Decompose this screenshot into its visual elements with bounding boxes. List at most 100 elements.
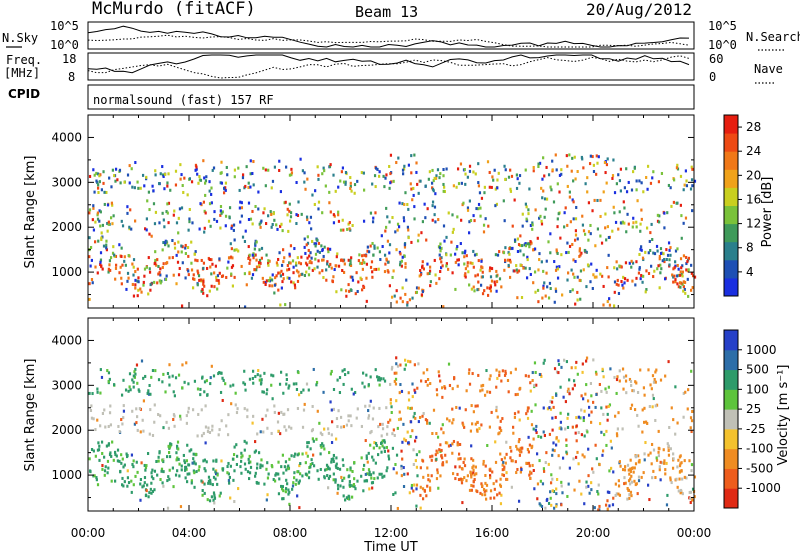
data-cell <box>566 494 569 498</box>
data-cell <box>94 265 97 269</box>
data-cell <box>513 198 516 202</box>
data-cell <box>460 218 463 222</box>
data-cell <box>111 168 114 172</box>
data-cell <box>211 428 214 432</box>
data-cell <box>567 387 570 391</box>
data-cell <box>154 250 157 254</box>
data-cell <box>329 262 332 266</box>
data-cell <box>391 216 394 220</box>
data-cell <box>682 280 685 284</box>
data-cell <box>410 187 413 191</box>
data-cell <box>472 265 475 269</box>
data-cell <box>489 285 492 289</box>
data-cell <box>396 228 399 232</box>
data-cell <box>674 432 677 436</box>
data-cell <box>606 412 609 416</box>
data-cell <box>133 422 136 426</box>
data-cell <box>128 181 131 185</box>
data-cell <box>464 182 467 186</box>
data-cell <box>604 387 607 391</box>
data-cell <box>504 369 507 373</box>
data-cell <box>468 382 472 386</box>
data-cell <box>435 457 438 461</box>
data-cell <box>132 459 135 463</box>
data-cell <box>488 185 491 189</box>
data-cell <box>190 261 193 265</box>
data-cell <box>481 275 484 279</box>
data-cell <box>542 430 545 434</box>
data-cell <box>543 197 547 201</box>
data-cell <box>301 425 305 429</box>
data-cell <box>415 487 418 491</box>
data-cell <box>376 476 379 480</box>
data-cell <box>623 277 627 281</box>
data-cell <box>127 481 131 485</box>
data-cell <box>330 460 333 464</box>
data-cell <box>387 449 390 453</box>
data-cell <box>210 258 213 262</box>
data-cell <box>369 473 373 477</box>
data-cell <box>464 275 467 279</box>
data-cell <box>615 432 619 436</box>
data-cell <box>657 450 660 454</box>
data-cell <box>271 465 274 469</box>
data-cell <box>534 428 538 432</box>
data-cell <box>460 467 464 471</box>
data-cell <box>587 447 590 451</box>
data-cell <box>570 169 573 173</box>
data-cell <box>509 189 513 193</box>
data-cell <box>107 220 110 224</box>
data-cell <box>234 403 237 407</box>
data-cell <box>99 391 102 395</box>
data-cell <box>202 431 205 435</box>
data-cell <box>362 467 365 471</box>
data-cell <box>365 373 368 377</box>
data-cell <box>233 168 237 172</box>
data-cell <box>295 387 299 391</box>
data-cell <box>226 471 229 475</box>
data-cell <box>451 442 454 446</box>
data-cell <box>655 456 658 460</box>
data-cell <box>314 257 317 261</box>
data-cell <box>144 227 147 231</box>
colorbar-swatch <box>724 115 738 134</box>
data-cell <box>126 476 130 480</box>
data-cell <box>585 250 588 254</box>
data-cell <box>439 449 442 453</box>
data-cell <box>624 261 628 265</box>
data-cell <box>640 245 643 249</box>
data-cell <box>306 218 309 222</box>
data-cell <box>598 504 601 508</box>
data-cell <box>693 495 696 499</box>
data-cell <box>226 465 229 469</box>
data-cell <box>429 284 432 288</box>
data-cell <box>421 487 425 491</box>
data-cell <box>101 412 105 416</box>
data-cell <box>599 198 602 202</box>
data-cell <box>518 448 521 452</box>
data-cell <box>377 425 380 429</box>
data-cell <box>642 386 646 390</box>
data-cell <box>257 207 260 211</box>
data-cell <box>334 189 337 193</box>
data-cell <box>357 259 360 263</box>
data-cell <box>328 474 332 478</box>
data-cell <box>88 211 91 215</box>
data-cell <box>688 490 691 494</box>
data-cell <box>304 251 307 255</box>
data-cell <box>555 393 558 397</box>
data-cell <box>149 408 152 412</box>
data-cell <box>356 179 359 183</box>
data-cell <box>406 225 410 229</box>
data-cell <box>661 461 664 465</box>
data-cell <box>480 423 483 427</box>
data-cell <box>407 163 410 167</box>
data-cell <box>177 373 181 377</box>
data-cell <box>498 277 502 281</box>
data-cell <box>259 261 262 265</box>
x-tick-label: 12:00 <box>374 526 409 540</box>
data-cell <box>134 278 137 282</box>
data-cell <box>317 173 320 177</box>
data-cell <box>567 412 570 416</box>
data-cell <box>151 489 155 493</box>
